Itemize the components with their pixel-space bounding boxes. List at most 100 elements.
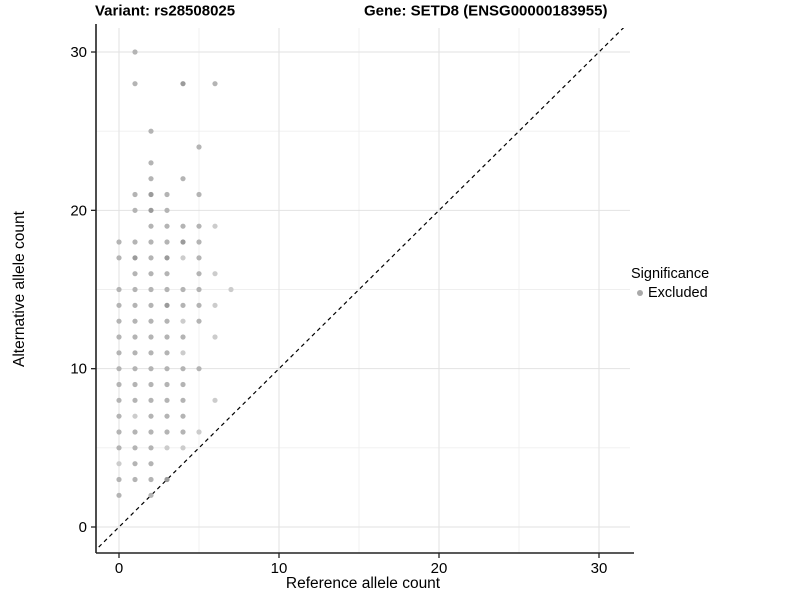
data-point [212,81,218,87]
data-point [196,429,202,435]
data-point [132,286,138,293]
data-point [164,350,170,356]
x-axis-title: Reference allele count [285,575,441,592]
data-point [148,255,154,261]
data-point [164,413,170,419]
data-point [212,223,218,229]
data-point [164,223,170,229]
data-point [164,207,170,213]
data-point [116,366,122,372]
x-tick-label: 20 [431,560,448,577]
data-point [196,366,202,372]
data-point [196,302,202,308]
data-point [132,318,138,324]
y-axis-title: Alternative allele count [11,211,28,367]
data-point [180,302,186,308]
data-point [164,429,170,435]
data-point [148,318,154,324]
data-point [132,413,138,419]
data-point [132,350,138,356]
data-point [116,429,122,435]
y-tick-label: 30 [70,44,87,61]
data-point [116,476,122,483]
data-point [132,239,138,245]
data-point [180,381,186,388]
data-point [212,271,218,277]
data-point [148,207,154,213]
data-point [116,286,122,293]
data-point [148,492,154,498]
data-point [180,239,186,245]
data-point [148,128,154,134]
data-point [196,239,202,245]
legend: Significance Excluded [631,266,709,301]
data-point [116,318,122,324]
data-point [180,318,186,324]
data-point [180,397,186,403]
data-point [148,223,154,229]
data-point [132,49,138,55]
data-point [164,318,170,324]
data-point [148,239,154,245]
data-point [148,397,154,403]
data-point [132,81,138,87]
data-point [148,445,154,451]
data-point [180,429,186,435]
data-point [196,223,202,229]
data-point [180,413,186,419]
data-point [116,350,122,356]
data-point [148,381,154,388]
data-point [196,144,202,150]
data-point [164,381,170,388]
data-point [212,397,218,403]
data-point [148,160,154,166]
plot-title-variant: Variant: rs28508025 [95,2,236,20]
data-point [180,286,186,293]
data-point [164,302,170,308]
data-point [164,255,170,261]
data-point [212,334,218,340]
excluded-dot-icon [637,290,643,296]
data-point [116,239,122,245]
data-point [132,461,138,467]
data-point [164,366,170,372]
data-point [116,255,122,261]
data-point [164,191,170,198]
data-point [132,207,138,213]
data-point [148,302,154,308]
data-point [132,271,138,277]
identity-line [96,28,625,551]
data-point [164,239,170,245]
data-point [148,476,154,483]
data-point [164,445,170,451]
data-point [196,271,202,277]
data-point [116,334,122,340]
y-tick-label: 0 [79,519,87,536]
data-point [132,445,138,451]
data-point [116,381,122,388]
x-tick-label: 10 [271,560,288,577]
data-point [132,255,138,261]
x-tick-label: 0 [115,560,123,577]
data-point [164,286,170,293]
legend-key-excluded: Excluded [631,285,709,301]
data-point [164,476,170,483]
data-point [116,413,122,419]
data-point [148,191,154,198]
data-point [180,81,186,87]
x-tick-label: 30 [591,560,608,577]
data-point [164,397,170,403]
data-point [148,429,154,435]
data-point [164,271,170,277]
data-point [148,334,154,340]
data-point [180,255,186,261]
data-point [228,286,234,293]
data-point [132,476,138,483]
data-point [116,302,122,308]
data-point [148,176,154,182]
data-point [180,445,186,451]
data-point [132,429,138,435]
data-point [180,223,186,229]
data-point [180,334,186,340]
